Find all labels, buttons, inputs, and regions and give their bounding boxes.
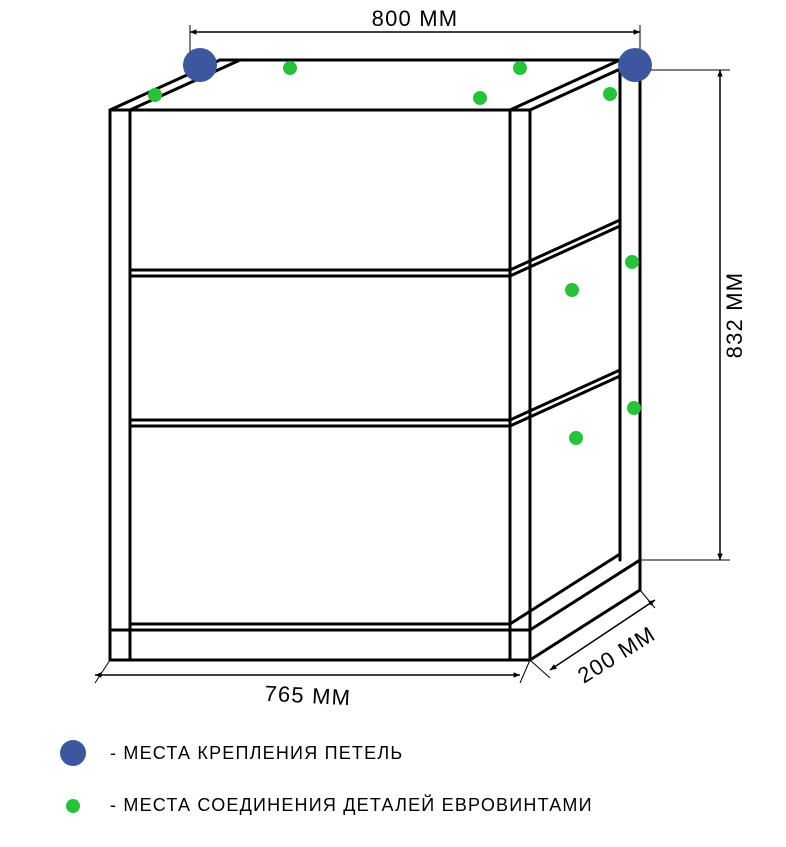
svg-text:200 ММ: 200 ММ [573,621,660,688]
hinge-icon [60,740,86,766]
cabinet-diagram: 800 ММ 832 ММ 765 ММ 200 ММ [0,0,786,720]
svg-text:800 ММ: 800 ММ [372,6,459,31]
legend-hinges: - МЕСТА КРЕПЛЕНИЯ ПЕТЕЛЬ [60,740,403,766]
legend-hinges-text: - МЕСТА КРЕПЛЕНИЯ ПЕТЕЛЬ [110,743,403,764]
svg-text:765 ММ: 765 ММ [264,681,352,711]
legend-screws: - МЕСТА СОЕДИНЕНИЯ ДЕТАЛЕЙ ЕВРОВИНТАМИ [60,795,593,816]
legend-screws-text: - МЕСТА СОЕДИНЕНИЯ ДЕТАЛЕЙ ЕВРОВИНТАМИ [110,795,593,816]
svg-text:832 ММ: 832 ММ [722,272,747,359]
screw-icon [66,799,80,813]
